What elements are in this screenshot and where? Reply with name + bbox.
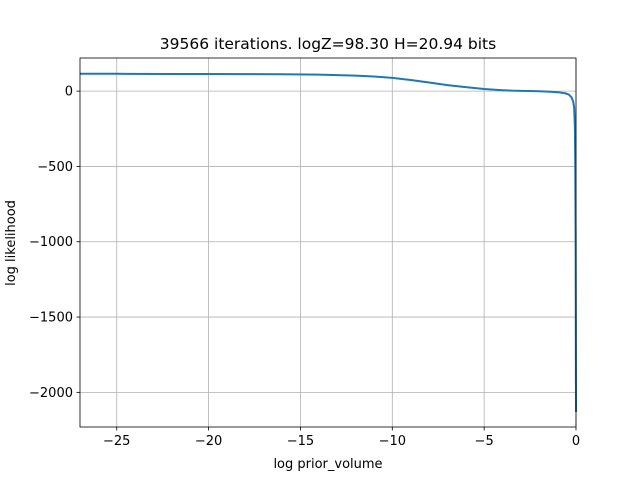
x-tick-label: −5 — [475, 434, 494, 449]
y-tick-label: −500 — [37, 160, 73, 175]
grid — [80, 58, 577, 427]
series-layer — [80, 72, 577, 412]
chart-title: 39566 iterations. logZ=98.30 H=20.94 bit… — [160, 35, 496, 53]
x-axis-label: log prior_volume — [273, 457, 382, 472]
x-axis: −25 −20 −15 −10 −5 0 — [103, 427, 580, 449]
series-line — [80, 72, 577, 412]
x-tick-label: −15 — [287, 434, 314, 449]
y-tick-label: 0 — [65, 85, 73, 100]
y-axis: 0 −500 −1000 −1500 −2000 — [29, 85, 80, 401]
y-tick-label: −1000 — [29, 235, 73, 250]
x-tick-label: 0 — [572, 434, 580, 449]
y-tick-label: −2000 — [29, 386, 73, 401]
x-tick-label: −25 — [103, 434, 130, 449]
x-tick-label: −20 — [195, 434, 222, 449]
x-tick-label: −10 — [379, 434, 406, 449]
y-tick-label: −1500 — [29, 311, 73, 326]
plot-area-background — [80, 58, 576, 427]
y-axis-label: log likelihood — [4, 200, 19, 286]
plot-frame — [79, 57, 577, 428]
